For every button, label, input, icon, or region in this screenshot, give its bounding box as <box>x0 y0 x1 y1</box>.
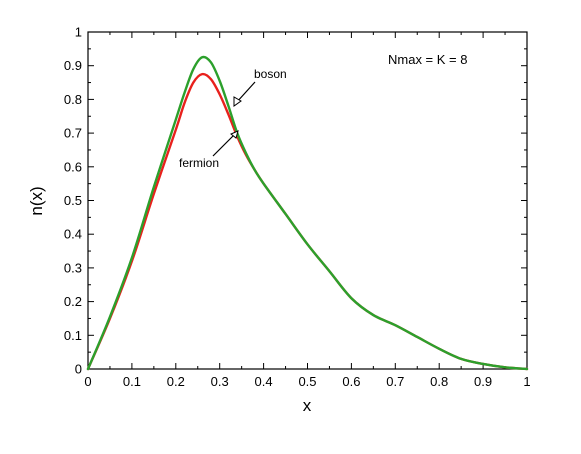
y-tick-label: 0.1 <box>64 328 82 343</box>
y-tick-label: 0.9 <box>64 58 82 73</box>
boson-arrow-head <box>233 96 242 107</box>
x-tick-label: 0.5 <box>298 374 316 389</box>
x-tick-label: 1 <box>523 374 530 389</box>
x-tick-label: 0.1 <box>123 374 141 389</box>
x-tick-label: 0.3 <box>211 374 229 389</box>
x-tick-label: 0.6 <box>342 374 360 389</box>
x-tick-label: 0.4 <box>255 374 273 389</box>
x-tick-label: 0.7 <box>386 374 404 389</box>
boson-label: boson <box>254 67 287 81</box>
fermion-arrow <box>212 132 237 157</box>
y-tick-label: 0.8 <box>64 92 82 107</box>
params-annotation: Nmax = K = 8 <box>388 52 467 67</box>
y-tick-label: 0.3 <box>64 260 82 275</box>
y-axis-label: n(x) <box>27 186 46 215</box>
x-axis-label: x <box>303 396 312 415</box>
y-tick-label: 0 <box>75 362 82 377</box>
x-tick-label: 0.2 <box>167 374 185 389</box>
series-line-boson <box>86 55 529 371</box>
plot-frame <box>87 31 528 370</box>
y-tick-label: 0.4 <box>64 227 82 242</box>
series-line-fermion <box>86 72 529 371</box>
y-tick-label: 0.7 <box>64 126 82 141</box>
x-tick-label: 0.9 <box>474 374 492 389</box>
y-tick-label: 0.2 <box>64 294 82 309</box>
fermion-label: fermion <box>179 156 219 170</box>
x-axis-ticks: 0 0.1 0.2 0.3 0.4 0.5 0.6 0.7 0.8 0.9 1 <box>84 32 531 389</box>
series-layer <box>86 55 529 371</box>
x-tick-label: 0 <box>84 374 91 389</box>
y-tick-label: 1 <box>75 25 82 40</box>
y-axis-ticks: 0 0.1 0.2 0.3 0.4 0.5 0.6 0.7 0.8 0.9 1 <box>64 25 527 377</box>
fermion-arrow-head <box>230 130 239 139</box>
y-tick-label: 0.5 <box>64 193 82 208</box>
y-tick-label: 0.6 <box>64 159 82 174</box>
x-tick-label: 0.8 <box>430 374 448 389</box>
